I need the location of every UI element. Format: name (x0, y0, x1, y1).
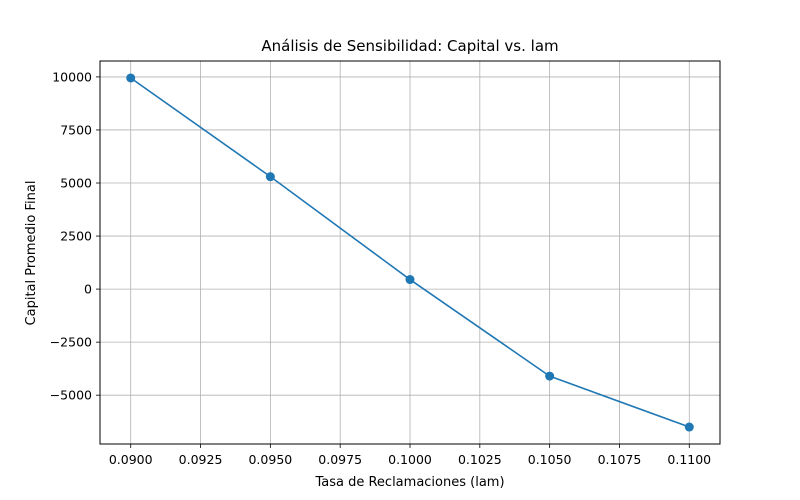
data-point (545, 371, 555, 381)
y-tick-label: 10000 (52, 69, 92, 84)
y-tick-label: 7500 (60, 122, 92, 137)
y-tick-label: −2500 (50, 335, 92, 350)
plot-area-frame (99, 60, 721, 445)
y-tick-label: 5000 (60, 176, 92, 191)
y-tick-label: 0 (84, 282, 92, 297)
x-tick-label: 0.1100 (667, 452, 711, 467)
x-tick-label: 0.1025 (458, 452, 502, 467)
x-tick-label: 0.1050 (528, 452, 572, 467)
y-tick-label: −5000 (50, 388, 92, 403)
x-axis-ticks: 0.0900 0.0925 0.0950 0.0975 0.1000 0.1025 0.10… (109, 444, 711, 467)
series-layer (126, 73, 694, 432)
chart-title: Análisis de Sensibilidad: Capital vs. la… (261, 37, 558, 55)
data-point (405, 275, 415, 285)
x-tick-label: 0.0900 (109, 452, 153, 467)
x-tick-label: 0.0925 (179, 452, 223, 467)
data-point (265, 172, 275, 182)
x-tick-label: 0.0950 (248, 452, 292, 467)
x-axis-title: Tasa de Reclamaciones (lam) (314, 475, 504, 490)
data-point (684, 422, 694, 432)
y-axis-ticks: −5000 −2500 0 2500 5000 7500 10000 (50, 69, 100, 403)
data-point (126, 73, 136, 83)
y-tick-label: 2500 (60, 229, 92, 244)
x-tick-label: 0.1000 (388, 452, 432, 467)
x-tick-label: 0.0975 (318, 452, 362, 467)
grid-lines (100, 61, 720, 444)
x-tick-label: 0.1075 (598, 452, 642, 467)
y-axis-title: Capital Promedio Final (24, 181, 39, 326)
